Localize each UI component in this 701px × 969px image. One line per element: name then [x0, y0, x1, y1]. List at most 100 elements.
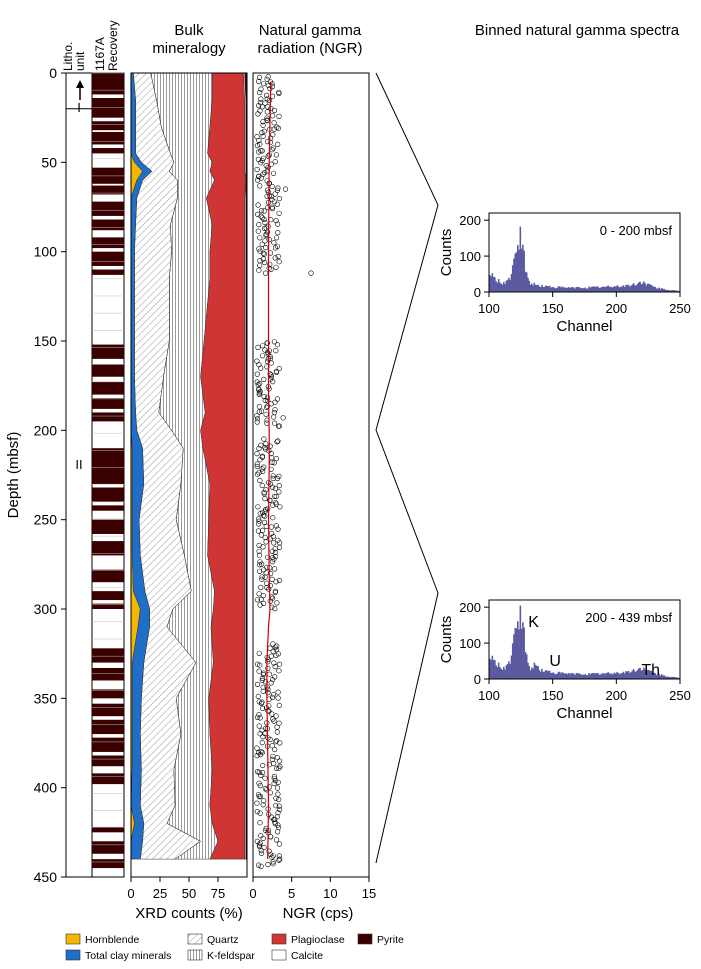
spectrum-bar: [581, 288, 584, 292]
ngr-point: [272, 485, 279, 492]
ngr-point: [265, 656, 271, 662]
spectrum-bar: [555, 288, 557, 292]
ngr-point: [273, 803, 279, 809]
spectrum-bar: [584, 287, 587, 292]
ngr-point: [263, 441, 269, 447]
spectrum-bar: [508, 661, 510, 679]
spectrum-y-tick-label: 0: [474, 285, 481, 300]
spectrum-bar: [531, 667, 533, 679]
ngr-outlier-point: [282, 186, 289, 192]
ngr-point: [275, 791, 281, 797]
ngr-point: [257, 820, 263, 826]
spectrum-bar: [494, 660, 496, 679]
ngr-point: [265, 689, 271, 696]
ngr-point: [258, 700, 265, 707]
ngr-point: [274, 475, 281, 482]
spectrum-bar: [555, 674, 557, 679]
ngr-point: [259, 677, 265, 684]
spectrum-bar: [601, 673, 603, 679]
ngr-point: [264, 340, 270, 346]
ngr-point: [276, 702, 282, 709]
ngr-point: [276, 90, 282, 96]
spectrum-bar: [637, 282, 640, 292]
depth-tick-label: 50: [41, 154, 57, 170]
depth-tick-label: 350: [34, 690, 58, 706]
ngr-point: [272, 159, 278, 165]
spectrum-bar: [565, 287, 567, 292]
spectrum-bar: [542, 671, 545, 679]
legend-swatch-k-feldspar: [187, 949, 203, 961]
spectrum-bar: [630, 671, 632, 679]
spectrum-bar: [676, 677, 678, 679]
recovery-core: [92, 519, 124, 534]
ngr-point: [272, 663, 278, 670]
spectrum-bar: [519, 226, 522, 292]
spectrum-bar: [595, 672, 598, 679]
spectrum-bar: [492, 276, 495, 292]
ngr-point: [272, 605, 278, 612]
spectrum-bar: [580, 674, 583, 679]
spectrum-bar: [646, 669, 649, 679]
ngr-point: [275, 221, 281, 227]
spectrum-frame: [488, 599, 681, 680]
spectrum-bar: [517, 621, 519, 679]
ngr-point: [260, 705, 266, 712]
spectrum-peak-label-u: U: [549, 653, 561, 670]
spectrum-bar: [533, 662, 536, 679]
spectrum-bar: [617, 673, 620, 679]
spectrum-bar: [560, 673, 562, 679]
ngr-point: [270, 859, 276, 865]
ngr-point: [267, 536, 273, 542]
spectrum-bar: [625, 671, 627, 679]
upper-connector: [375, 72, 439, 431]
ngr-point: [270, 853, 276, 859]
spectrum-bar: [520, 248, 523, 292]
spectrum-bar: [578, 287, 580, 292]
spectrum-bar: [588, 673, 590, 679]
spectrum-bar: [632, 283, 635, 292]
ngr-point: [256, 470, 262, 476]
ngr-point: [271, 414, 277, 420]
spectrum-bar: [576, 287, 579, 292]
ngr-point: [277, 856, 283, 862]
spectrum-bar: [592, 673, 594, 679]
spectrum-bar: [604, 286, 607, 292]
recovery-column: [91, 72, 125, 878]
spectrum-bar: [539, 287, 542, 292]
ngr-tick-label: 0: [249, 886, 256, 901]
ngr-point: [266, 762, 272, 768]
spectrum-bar: [636, 284, 639, 292]
ngr-point: [256, 102, 262, 109]
ngr-point: [268, 680, 274, 686]
spectrum-bar: [525, 654, 528, 679]
ngr-point: [271, 120, 277, 126]
spectrum-bar: [551, 672, 553, 679]
ngr-point: [277, 806, 283, 813]
ngr-point: [264, 364, 270, 370]
ngr-point: [271, 780, 277, 787]
spectrum-bar: [623, 673, 626, 679]
spectrum-bar: [669, 677, 672, 679]
ngr-point: [256, 548, 262, 554]
spectrum-range-label: 200 - 439 mbsf: [585, 610, 672, 625]
spectrum-bar: [538, 669, 541, 679]
ngr-point: [276, 210, 282, 216]
spectrum-bar: [575, 672, 578, 679]
ngr-point: [260, 684, 266, 690]
ngr-point: [270, 206, 276, 212]
recovery-core: [92, 541, 124, 556]
spectrum-bar: [491, 273, 494, 292]
spectrum-bar: [581, 674, 584, 679]
ngr-point: [254, 419, 260, 425]
ngr-point: [262, 259, 268, 266]
ngr-trend-line: [266, 81, 272, 860]
ngr-point: [259, 104, 266, 110]
ngr-point: [269, 455, 275, 461]
ngr-point: [255, 177, 261, 183]
legend-label-calcite: Calcite: [291, 950, 323, 962]
ngr-point: [270, 753, 276, 759]
spectrum-bar: [671, 290, 673, 292]
ngr-point: [261, 798, 267, 804]
legend-swatch-hornblende: [65, 933, 81, 945]
ngr-point: [272, 644, 279, 650]
